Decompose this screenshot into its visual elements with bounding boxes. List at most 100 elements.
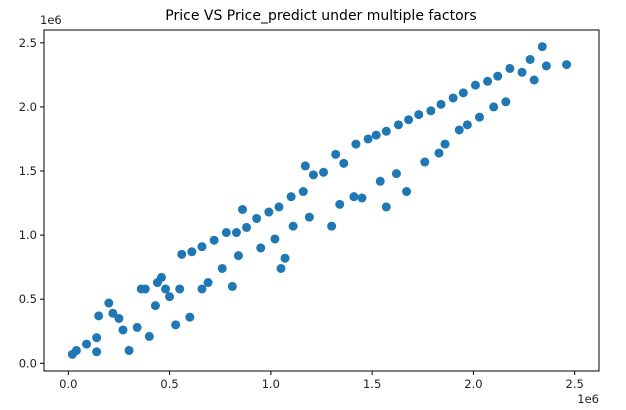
data-point (136, 284, 146, 294)
data-point (238, 204, 247, 214)
data-point (221, 228, 231, 238)
data-point (256, 243, 266, 253)
data-point (562, 60, 572, 70)
data-point (108, 308, 118, 318)
y-tick-label: 0.5 (19, 292, 37, 306)
data-point (470, 80, 480, 90)
data-point (462, 120, 472, 130)
data-point (264, 207, 274, 217)
y-tick-label: 1.0 (19, 228, 37, 242)
data-point (493, 71, 503, 81)
data-point (414, 110, 424, 120)
data-point (209, 235, 219, 245)
data-point (489, 102, 499, 112)
chart-title: Price VS Price_predict under multiple fa… (165, 8, 476, 24)
data-point (288, 221, 298, 231)
data-point (349, 192, 359, 202)
data-point (458, 88, 468, 98)
data-point (331, 149, 341, 159)
data-point (434, 148, 444, 158)
data-point (150, 301, 160, 311)
data-point (165, 292, 175, 302)
data-point (227, 281, 237, 291)
plot-area-frame (43, 29, 600, 372)
data-point (448, 93, 458, 103)
data-point (308, 170, 318, 180)
x-tick-label: 1.0 (262, 377, 280, 391)
data-point (177, 249, 187, 259)
data-point (152, 278, 162, 288)
data-point (304, 212, 314, 222)
y-axis-offset-label: 1e6 (40, 13, 62, 27)
data-point (242, 222, 252, 232)
data-point (319, 167, 329, 177)
data-point (94, 311, 104, 321)
data-point (286, 192, 296, 202)
x-tick-label: 0.0 (59, 377, 77, 391)
data-point (197, 284, 207, 294)
data-point (420, 157, 430, 167)
data-point (270, 234, 280, 244)
data-point (525, 54, 535, 64)
x-axis-offset-label: 1e6 (577, 392, 599, 406)
data-point (161, 284, 171, 294)
data-point (274, 202, 284, 212)
data-point (501, 97, 511, 107)
data-point (391, 169, 401, 179)
data-point (118, 325, 128, 335)
data-point (505, 63, 515, 73)
data-point (104, 298, 114, 308)
data-point (71, 345, 81, 355)
data-point (357, 193, 367, 203)
data-point (381, 202, 391, 212)
data-point (327, 221, 337, 231)
data-point (171, 320, 181, 330)
data-point (187, 247, 197, 257)
data-point (203, 278, 213, 288)
data-points (67, 42, 572, 359)
y-tick-label: 1.5 (19, 164, 37, 178)
data-point (114, 313, 124, 323)
data-point (339, 158, 349, 168)
data-point (92, 333, 102, 343)
data-point (351, 139, 361, 149)
y-tick-label: 2.5 (19, 36, 37, 50)
data-point (440, 139, 450, 149)
data-point (300, 161, 310, 171)
data-point (233, 251, 243, 261)
data-point (375, 176, 385, 186)
data-point (185, 312, 195, 322)
data-point (335, 199, 345, 209)
data-point (474, 112, 484, 122)
data-point (363, 134, 373, 144)
data-point (132, 322, 142, 332)
x-tick-label: 0.5 (160, 377, 178, 391)
data-point (280, 253, 290, 263)
data-point (231, 228, 241, 238)
data-point (252, 213, 262, 223)
data-point (371, 130, 381, 140)
data-point (426, 106, 436, 116)
data-point (381, 126, 391, 136)
data-point (393, 120, 403, 130)
data-point (298, 187, 308, 197)
data-point (404, 115, 414, 125)
data-point (436, 99, 446, 109)
data-point (92, 347, 102, 357)
data-point (402, 187, 412, 197)
data-point (454, 125, 464, 135)
axis-ticks: 0.0 0.5 1.0 1.5 2.0 2.5 0.0 0.5 1.0 1.5 2.0 2.5 (19, 36, 584, 391)
data-point (276, 263, 286, 273)
data-point (541, 61, 551, 71)
data-point (82, 339, 92, 349)
x-tick-label: 1.5 (363, 377, 381, 391)
data-point (517, 67, 527, 77)
data-point (124, 345, 134, 355)
data-point (175, 284, 185, 294)
data-point (144, 331, 154, 341)
x-tick-label: 2.0 (464, 377, 482, 391)
y-tick-label: 2.0 (19, 100, 37, 114)
data-point (483, 76, 493, 86)
